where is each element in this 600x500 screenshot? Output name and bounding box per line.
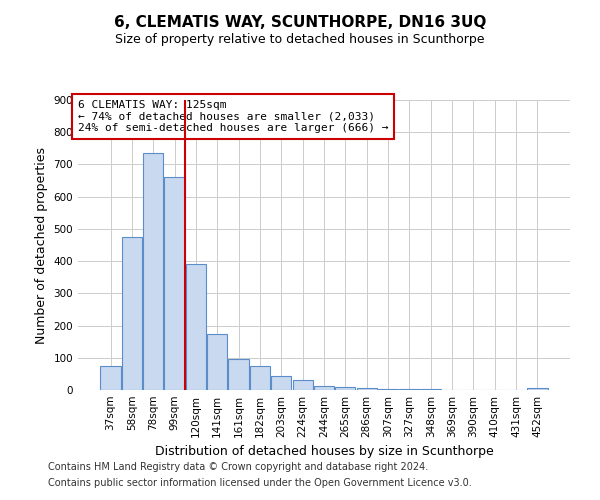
Bar xyxy=(314,386,334,390)
Bar xyxy=(335,387,355,390)
Text: Size of property relative to detached houses in Scunthorpe: Size of property relative to detached ho… xyxy=(115,32,485,46)
Bar xyxy=(271,376,292,390)
Bar xyxy=(207,334,227,390)
Bar xyxy=(378,388,398,390)
Bar xyxy=(229,360,249,390)
X-axis label: Distribution of detached houses by size in Scunthorpe: Distribution of detached houses by size … xyxy=(155,446,493,458)
Bar xyxy=(143,153,163,390)
Bar xyxy=(293,380,313,390)
Bar xyxy=(356,388,377,390)
Bar xyxy=(399,389,419,390)
Text: Contains HM Land Registry data © Crown copyright and database right 2024.: Contains HM Land Registry data © Crown c… xyxy=(48,462,428,472)
Text: Contains public sector information licensed under the Open Government Licence v3: Contains public sector information licen… xyxy=(48,478,472,488)
Bar xyxy=(527,388,548,390)
Text: 6, CLEMATIS WAY, SCUNTHORPE, DN16 3UQ: 6, CLEMATIS WAY, SCUNTHORPE, DN16 3UQ xyxy=(114,15,486,30)
Bar xyxy=(100,366,121,390)
Bar xyxy=(186,264,206,390)
Y-axis label: Number of detached properties: Number of detached properties xyxy=(35,146,48,344)
Bar xyxy=(164,178,185,390)
Bar xyxy=(122,237,142,390)
Bar xyxy=(250,366,270,390)
Text: 6 CLEMATIS WAY: 125sqm
← 74% of detached houses are smaller (2,033)
24% of semi-: 6 CLEMATIS WAY: 125sqm ← 74% of detached… xyxy=(78,100,389,133)
